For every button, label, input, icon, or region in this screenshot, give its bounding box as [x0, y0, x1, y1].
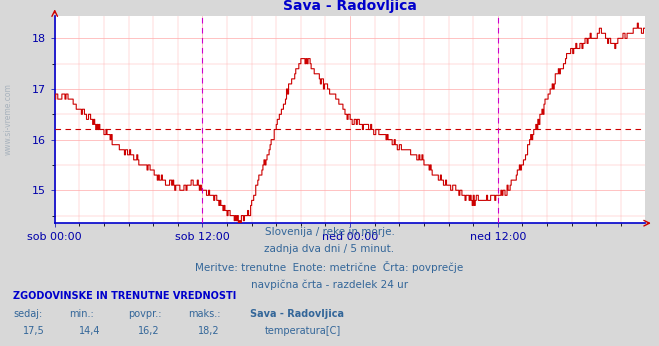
Text: Meritve: trenutne  Enote: metrične  Črta: povprečje: Meritve: trenutne Enote: metrične Črta: …: [195, 261, 464, 273]
Text: min.:: min.:: [69, 309, 94, 319]
Text: povpr.:: povpr.:: [129, 309, 162, 319]
Text: Slovenija / reke in morje.: Slovenija / reke in morje.: [264, 227, 395, 237]
Text: 14,4: 14,4: [79, 326, 101, 336]
Text: 18,2: 18,2: [198, 326, 219, 336]
Text: maks.:: maks.:: [188, 309, 220, 319]
Text: 16,2: 16,2: [138, 326, 160, 336]
Text: zadnja dva dni / 5 minut.: zadnja dva dni / 5 minut.: [264, 244, 395, 254]
Text: www.si-vreme.com: www.si-vreme.com: [3, 83, 13, 155]
Text: ZGODOVINSKE IN TRENUTNE VREDNOSTI: ZGODOVINSKE IN TRENUTNE VREDNOSTI: [13, 291, 237, 301]
Text: sedaj:: sedaj:: [13, 309, 42, 319]
Text: navpična črta - razdelek 24 ur: navpična črta - razdelek 24 ur: [251, 279, 408, 290]
Text: temperatura[C]: temperatura[C]: [265, 326, 341, 336]
Text: Sava - Radovljica: Sava - Radovljica: [250, 309, 345, 319]
Title: Sava - Radovljica: Sava - Radovljica: [283, 0, 416, 13]
Text: 17,5: 17,5: [23, 326, 45, 336]
